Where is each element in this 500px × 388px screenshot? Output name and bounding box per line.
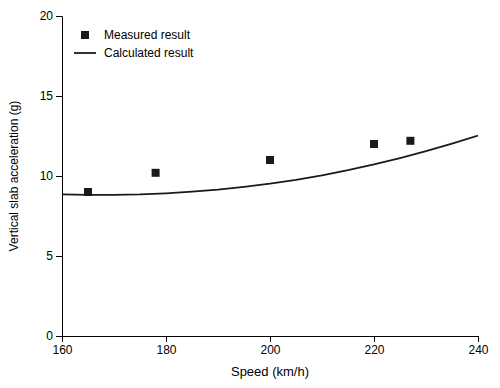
x-tick: 180 xyxy=(156,336,176,357)
y-axis-title: Vertical slab acceleration (g) xyxy=(7,101,21,252)
point xyxy=(370,140,378,148)
y-tick-mark xyxy=(56,96,62,97)
x-tick: 220 xyxy=(364,336,384,357)
y-tick-label: 0 xyxy=(46,329,53,343)
legend-item: Calculated result xyxy=(74,46,194,60)
y-tick-mark xyxy=(56,336,62,337)
y-tick: 5 xyxy=(46,249,62,263)
y-tick: 10 xyxy=(40,169,62,183)
y-tick-mark xyxy=(56,16,62,17)
x-tick-label: 200 xyxy=(260,343,280,357)
x-tick: 200 xyxy=(260,336,280,357)
y-tick-label: 15 xyxy=(40,89,54,103)
legend-symbol xyxy=(74,52,96,54)
x-tick-mark xyxy=(374,336,375,342)
point xyxy=(406,137,414,145)
x-tick-label: 220 xyxy=(364,343,384,357)
legend: Measured result Calculated result xyxy=(74,28,194,60)
y-axis-line xyxy=(56,17,63,337)
x-tick-mark xyxy=(166,336,167,342)
y-tick-label: 5 xyxy=(46,249,53,263)
x-axis-line xyxy=(63,337,479,343)
x-axis: 160 180 200 220 240 xyxy=(52,336,488,357)
legend-item: Measured result xyxy=(81,28,191,42)
marks xyxy=(62,136,478,196)
x-axis-title: Speed (km/h) xyxy=(231,364,309,379)
line xyxy=(62,136,478,195)
plot: 160 180 200 220 240 0 5 10 15 20 Speed (km/h) Verti… xyxy=(7,9,489,379)
point xyxy=(266,156,274,164)
x-tick: 160 xyxy=(52,336,72,357)
x-tick-label: 180 xyxy=(156,343,176,357)
point xyxy=(84,188,92,196)
point xyxy=(152,169,160,177)
y-tick: 15 xyxy=(40,89,62,103)
y-tick-mark xyxy=(56,176,62,177)
legend-label: Measured result xyxy=(104,28,191,42)
legend-symbol xyxy=(81,31,89,39)
x-tick: 240 xyxy=(468,336,488,357)
x-tick-label: 160 xyxy=(52,343,72,357)
x-tick-mark xyxy=(270,336,271,342)
y-tick-label: 20 xyxy=(40,9,54,23)
x-tick-mark xyxy=(478,336,479,342)
y-tick: 20 xyxy=(40,9,62,23)
y-axis: 0 5 10 15 20 xyxy=(40,9,63,343)
legend-label: Calculated result xyxy=(104,46,194,60)
chart: 160 180 200 220 240 0 5 10 15 20 Speed (km/h) Verti… xyxy=(0,0,500,388)
y-tick-mark xyxy=(56,256,62,257)
x-tick-label: 240 xyxy=(468,343,488,357)
y-tick: 0 xyxy=(46,329,62,343)
y-tick-label: 10 xyxy=(40,169,54,183)
